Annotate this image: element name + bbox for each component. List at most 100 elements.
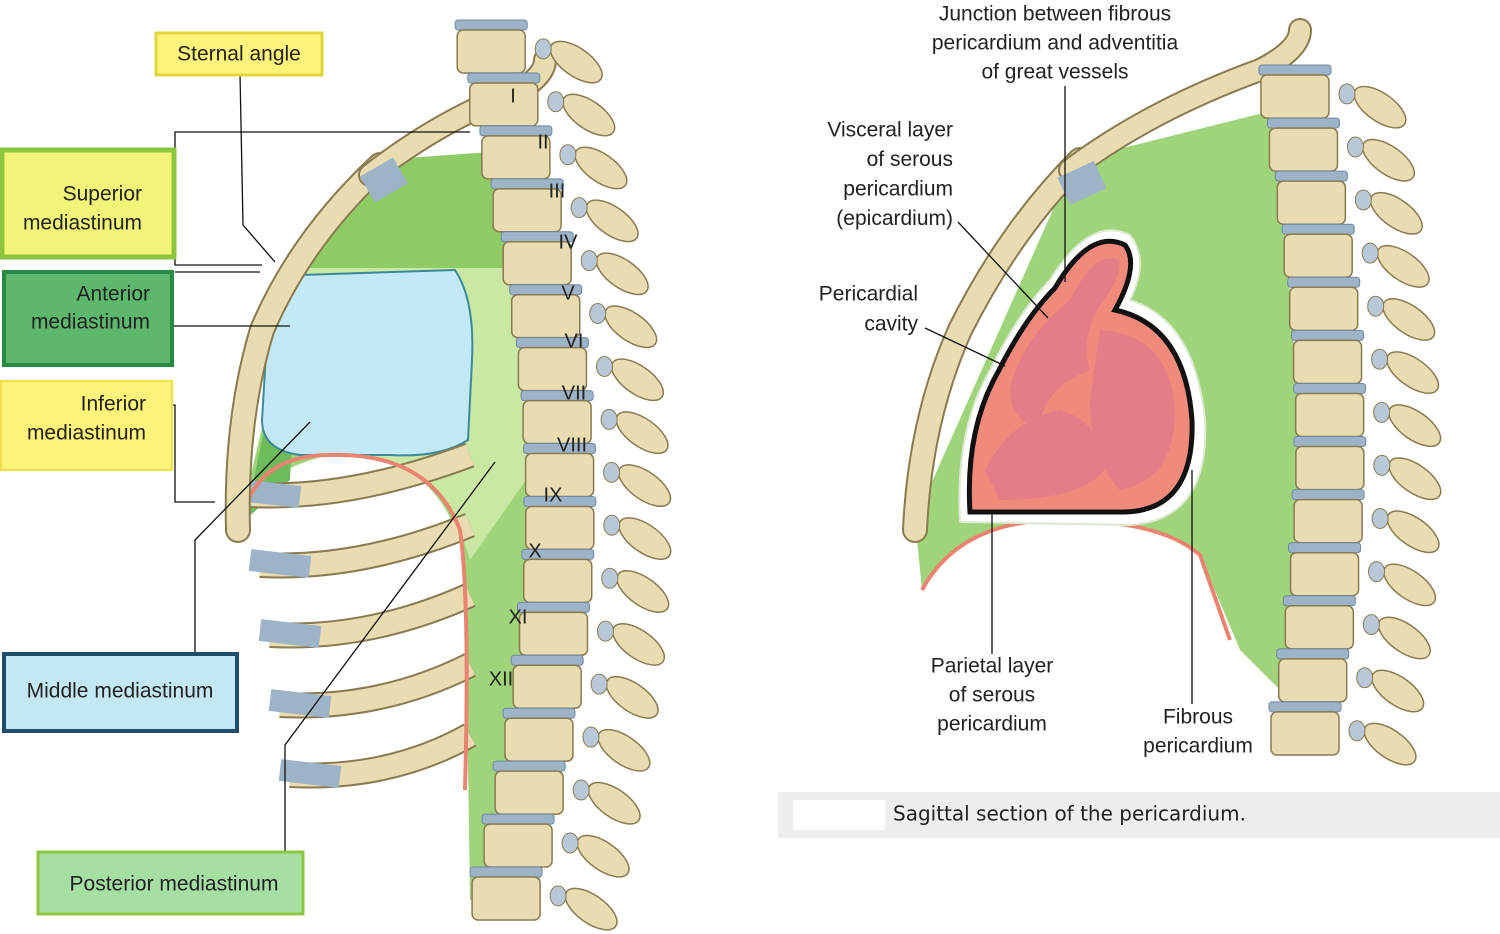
foramen (561, 832, 579, 854)
leader-line (284, 461, 496, 851)
intervertebral-disc (1288, 542, 1362, 554)
vertebral-body (1293, 498, 1363, 544)
vertebral-body (1292, 339, 1363, 385)
foramen (1348, 720, 1366, 742)
spinous-process (1377, 616, 1431, 660)
spinous-process (615, 411, 669, 455)
intervertebral-disc (1276, 648, 1350, 660)
label: mediastinum (23, 212, 142, 235)
spinous-process (564, 887, 618, 931)
label: (epicardium) (836, 207, 953, 230)
spine (1258, 64, 1442, 766)
foramen (572, 779, 590, 801)
vertebral-body (518, 611, 589, 657)
label: Sternal angle (177, 43, 301, 66)
vertebral-body (1268, 127, 1339, 172)
vertebral-body (494, 770, 564, 815)
spinous-process (604, 305, 658, 349)
costal-cartilage (268, 689, 332, 718)
vertebra-label: VII (562, 382, 586, 404)
first-rib (1060, 20, 1310, 180)
intervertebral-disc (1282, 595, 1356, 607)
vertebral-body (456, 29, 526, 74)
caption: Sagittal section of the pericardium. (893, 802, 1246, 826)
label: cavity (864, 313, 918, 336)
middle-region (260, 268, 474, 457)
label: Pericardial (819, 283, 918, 306)
label: Superior (63, 183, 142, 206)
foramen (570, 197, 588, 219)
foramen (600, 408, 618, 430)
sternum (226, 154, 391, 541)
spinous-process (1382, 563, 1437, 607)
heart-chamber (1010, 258, 1120, 430)
label-box (2, 652, 239, 733)
vertebral-body (523, 558, 593, 604)
intervertebral-disc (1274, 170, 1348, 182)
vertebral-body (1270, 711, 1340, 756)
leader-line (194, 421, 311, 652)
spinous-process (1363, 722, 1417, 766)
spinous-process (605, 675, 659, 719)
ribs (238, 442, 477, 789)
spinous-process (1388, 457, 1442, 501)
vertebra-label: II (537, 131, 548, 153)
intervertebral-disc (1293, 436, 1367, 448)
intervertebral-disc (454, 19, 528, 31)
diaphragm (238, 452, 469, 791)
label-box (0, 147, 177, 260)
intervertebral-disc (1258, 64, 1332, 76)
vertebra-label: XI (509, 606, 528, 628)
spinous-process (1382, 298, 1436, 341)
label-box (2, 270, 174, 367)
spinous-process (1376, 244, 1430, 288)
label-box (154, 31, 324, 77)
label: pericardium (843, 178, 953, 201)
spinous-process (585, 199, 639, 243)
intervertebral-disc (1287, 276, 1361, 288)
label: of serous (867, 148, 953, 171)
vertebral-body (469, 82, 539, 127)
intervertebral-disc (467, 72, 541, 84)
spinous-process (616, 570, 670, 613)
label: Visceral layer (827, 119, 953, 142)
vertebral-body (1276, 180, 1347, 225)
label: mediastinum (31, 311, 150, 334)
spinous-process (1386, 510, 1440, 554)
foramen (603, 514, 621, 536)
intervertebral-disc (1291, 489, 1365, 501)
vertebra-label: IX (544, 484, 563, 506)
label: Junction between fibrous (939, 3, 1171, 26)
label: mediastinum (27, 422, 146, 445)
spinous-process (1369, 191, 1423, 235)
spinous-process (587, 781, 641, 825)
vertebra-label: III (549, 180, 566, 202)
vertebral-body (504, 717, 574, 762)
vertebral-body (1289, 551, 1360, 597)
vertebra-label: VIII (557, 434, 587, 456)
foramen (1371, 508, 1389, 529)
intervertebral-disc (1293, 382, 1367, 394)
foramen (1356, 667, 1374, 689)
spinous-process (549, 40, 603, 84)
leader-lines (924, 86, 1193, 704)
spinous-process (1385, 351, 1440, 394)
costal-cartilage (248, 549, 312, 578)
costal-cartilage (360, 157, 408, 203)
caption-mask (793, 800, 885, 830)
intervertebral-disc (1266, 117, 1340, 129)
intervertebral-disc (481, 813, 555, 825)
label: Parietal layer (931, 655, 1054, 678)
label: Fibrous (1163, 706, 1233, 729)
intervertebral-disc (516, 601, 590, 613)
foramen (603, 461, 621, 483)
intervertebral-disc (510, 654, 584, 666)
intervertebral-disc (1281, 223, 1355, 235)
foramen (1373, 401, 1391, 423)
foramen (589, 303, 607, 325)
costal-cartilage (278, 759, 342, 788)
label: Inferior (81, 393, 146, 416)
foramen (596, 620, 614, 642)
